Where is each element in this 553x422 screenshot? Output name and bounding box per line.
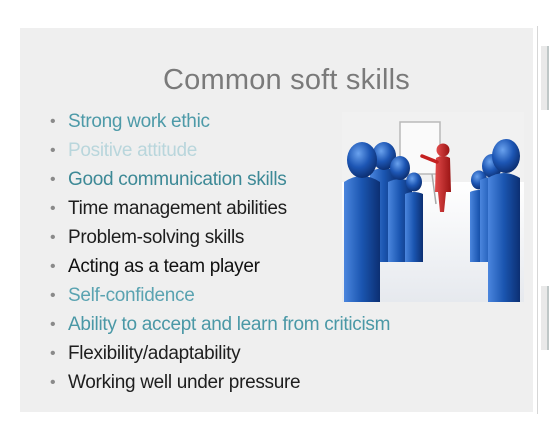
meeting-presentation-icon	[342, 112, 524, 302]
edge-fragment	[541, 286, 549, 350]
skills-bullet-list: • Strong work ethic • Positive attitude • G…	[48, 107, 390, 397]
adjacent-panel-edge	[537, 26, 552, 414]
bullet-dot: •	[50, 345, 56, 362]
bullet-text: Ability to accept and learn from critici…	[68, 314, 391, 335]
bullet-dot: •	[50, 258, 56, 275]
bullet-item: • Good communication skills	[48, 165, 390, 194]
bullet-dot: •	[50, 200, 56, 217]
bullet-text: Problem-solving skills	[68, 227, 245, 248]
bullet-text: Working well under pressure	[68, 372, 301, 393]
bullet-text: Flexibility/adaptability	[68, 343, 241, 364]
bullet-item: • Time management abilities	[48, 194, 390, 223]
bullet-item: • Positive attitude	[48, 136, 390, 165]
slide-title: Common soft skills	[163, 64, 410, 96]
bullet-dot: •	[50, 113, 56, 130]
bullet-text: Self-confidence	[68, 285, 195, 306]
bullet-dot: •	[50, 287, 56, 304]
bullet-dot: •	[50, 316, 56, 333]
bullet-dot: •	[50, 142, 56, 159]
bullet-dot: •	[50, 229, 56, 246]
audience-figures	[344, 139, 520, 302]
bullet-item: • Working well under pressure	[48, 368, 390, 397]
bullet-item: • Flexibility/adaptability	[48, 339, 390, 368]
bullet-dot: •	[50, 374, 56, 391]
bullet-item: • Self-confidence	[48, 281, 390, 310]
presenter-figure	[420, 143, 451, 212]
bullet-dot: •	[50, 171, 56, 188]
bullet-item: • Acting as a team player	[48, 252, 390, 281]
bullet-text: Good communication skills	[68, 169, 287, 190]
bullet-text: Strong work ethic	[68, 111, 210, 132]
bullet-text: Time management abilities	[68, 198, 287, 219]
bullet-item: • Strong work ethic	[48, 107, 390, 136]
edge-fragment	[541, 46, 549, 110]
bullet-text: Positive attitude	[68, 140, 198, 161]
bullet-text: Acting as a team player	[68, 256, 260, 277]
presentation-slide: Common soft skills • Strong work ethic • P…	[20, 28, 533, 412]
bullet-item: • Problem-solving skills	[48, 223, 390, 252]
bullet-item: • Ability to accept and learn from critic…	[48, 310, 390, 339]
